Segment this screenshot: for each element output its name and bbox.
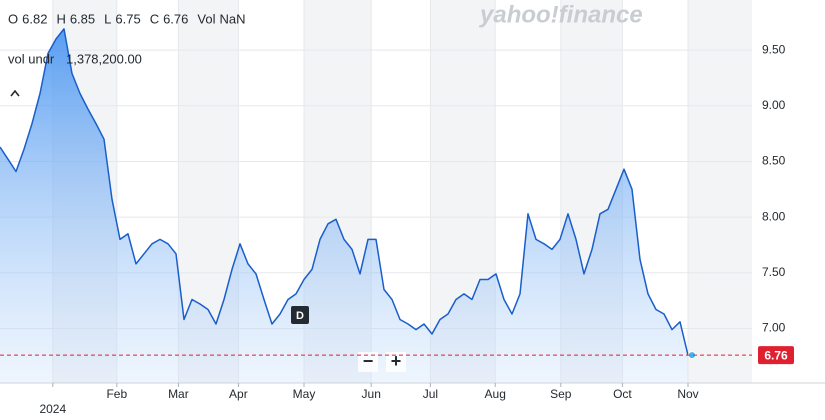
zoom-in[interactable]: + bbox=[391, 351, 402, 371]
x-tick-label: Mar bbox=[168, 387, 189, 401]
ohlc-label: H bbox=[56, 11, 65, 26]
ohlc-value: 6.76 bbox=[163, 11, 188, 26]
zoom-out-button[interactable] bbox=[358, 352, 378, 372]
zoom-in-button[interactable] bbox=[386, 352, 406, 372]
x-tick-label: Aug bbox=[485, 387, 506, 401]
zoom-out[interactable]: − bbox=[363, 351, 374, 371]
ohlc-label: O bbox=[8, 11, 18, 26]
y-tick-label: 8.50 bbox=[762, 154, 786, 168]
y-tick-label: 7.50 bbox=[762, 265, 786, 279]
ohlc-label: C bbox=[150, 11, 159, 26]
x-tick-label: Oct bbox=[613, 387, 632, 401]
volume-label: vol undr bbox=[8, 51, 55, 66]
ohlc-value: 6.75 bbox=[115, 11, 140, 26]
x-tick-label: Sep bbox=[550, 387, 572, 401]
last-price-box bbox=[758, 346, 794, 365]
x-tick-label: Apr bbox=[229, 387, 248, 401]
x-tick-label: 2024 bbox=[39, 402, 66, 416]
x-tick-label: Jun bbox=[362, 387, 381, 401]
x-tick-label: Feb bbox=[106, 387, 127, 401]
y-tick-label: 8.00 bbox=[762, 209, 786, 223]
ohlc-value: 6.82 bbox=[22, 11, 47, 26]
collapse-icon[interactable] bbox=[10, 89, 20, 97]
ohlc-value: 6.85 bbox=[70, 11, 95, 26]
brand-watermark: yahoo!finance bbox=[479, 1, 643, 28]
price-line bbox=[0, 28, 689, 356]
event-marker-box[interactable] bbox=[291, 306, 309, 324]
y-tick-label: 9.00 bbox=[762, 98, 786, 112]
y-tick-label: 9.50 bbox=[762, 42, 786, 56]
ohlc-label: L bbox=[104, 11, 111, 26]
month-band bbox=[688, 0, 752, 383]
volume-value: 1,378,200.00 bbox=[66, 51, 142, 66]
x-tick-label: May bbox=[293, 387, 316, 401]
x-tick-label: Jul bbox=[423, 387, 438, 401]
price-area bbox=[0, 28, 688, 384]
event-marker[interactable]: D bbox=[296, 310, 304, 322]
last-price-label: 6.76 bbox=[764, 348, 788, 362]
ohlc-value: NaN bbox=[219, 11, 245, 26]
ohlc-label: Vol bbox=[197, 11, 215, 26]
x-tick-label: Nov bbox=[677, 387, 698, 401]
y-tick-label: 7.00 bbox=[762, 321, 786, 335]
